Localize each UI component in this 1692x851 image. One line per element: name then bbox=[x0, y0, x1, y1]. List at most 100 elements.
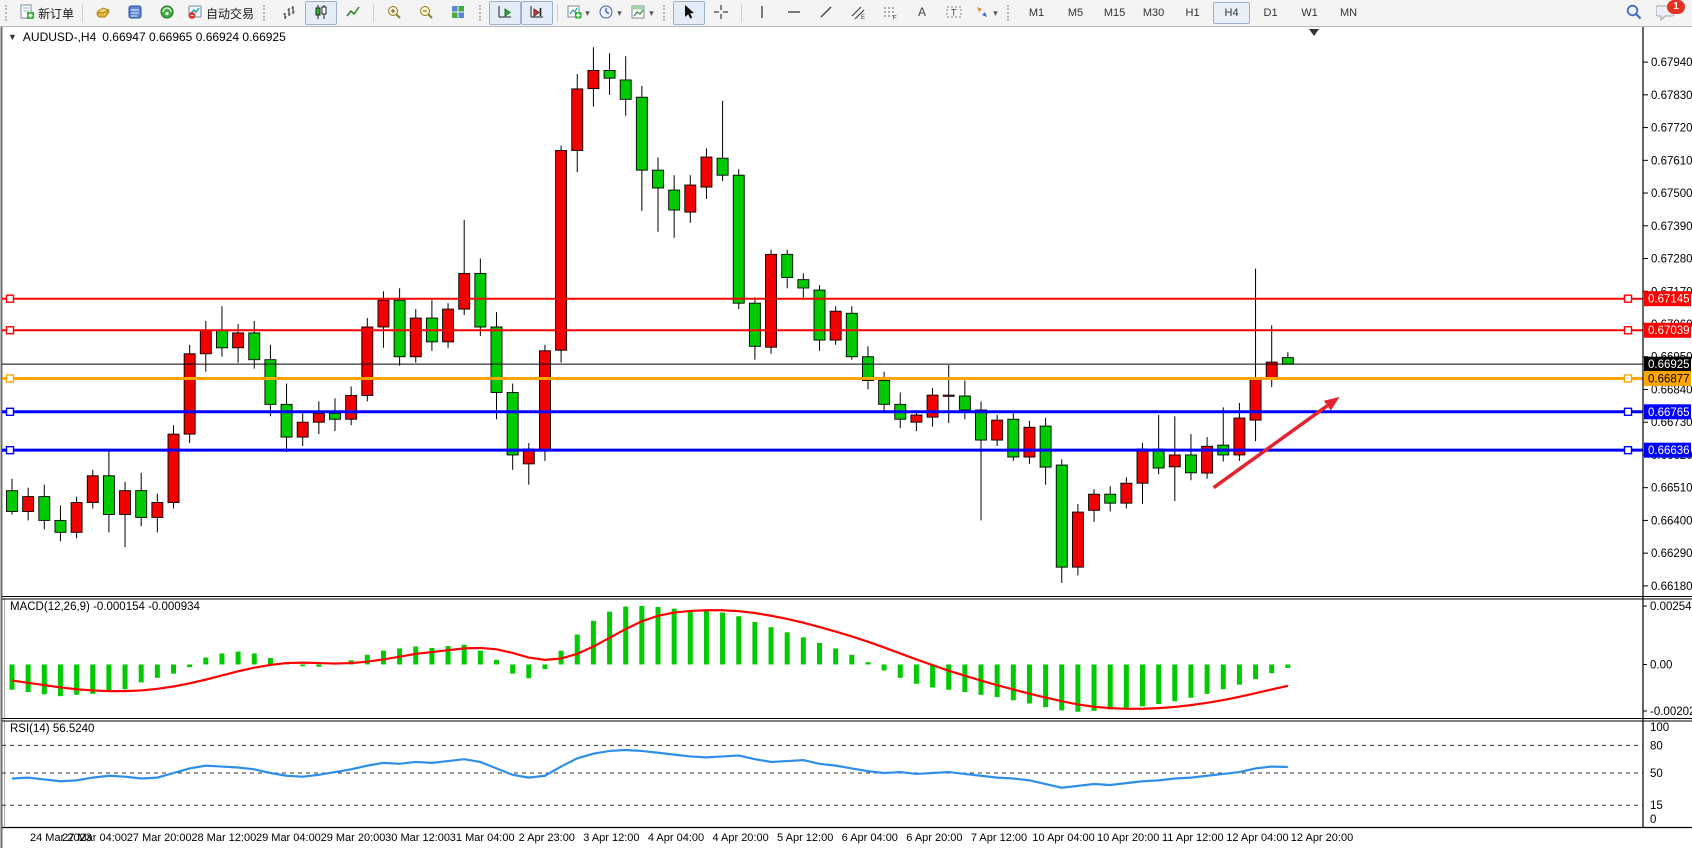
date-axis-label: 7 Apr 12:00 bbox=[971, 832, 1027, 844]
date-axis-label: 12 Apr 20:00 bbox=[1291, 832, 1353, 844]
auto-scroll-button[interactable] bbox=[489, 1, 522, 25]
price-badge bbox=[1644, 291, 1691, 307]
rsi-line bbox=[11, 748, 1288, 789]
line-handle-icon[interactable] bbox=[5, 326, 15, 335]
timeframe-button-m1[interactable]: M1 bbox=[1028, 7, 1045, 19]
line-handle-icon[interactable] bbox=[1623, 445, 1633, 455]
line-handle-icon[interactable] bbox=[5, 407, 15, 416]
date-axis-label: 2 Apr 23:00 bbox=[519, 832, 575, 844]
line-handle-icon[interactable] bbox=[5, 445, 15, 455]
notifications-button[interactable]: 1 bbox=[1650, 0, 1685, 25]
autotrading-icon bbox=[187, 4, 203, 23]
data-window-icon bbox=[127, 4, 143, 23]
zoom-out-button[interactable] bbox=[410, 1, 442, 25]
horizontal-line-button[interactable] bbox=[778, 1, 810, 25]
line-handle-icon[interactable] bbox=[1623, 407, 1633, 416]
date-axis-label: 11 Apr 12:00 bbox=[1162, 832, 1224, 844]
rsi-axis-label: 100 bbox=[1650, 722, 1669, 734]
crosshair-button[interactable] bbox=[705, 1, 737, 25]
date-axis-label: 3 Apr 12:00 bbox=[583, 832, 639, 844]
symbol-expand-icon[interactable]: ▼ bbox=[8, 32, 17, 42]
line-handle-icon[interactable] bbox=[5, 374, 15, 383]
line-handle-icon[interactable] bbox=[1623, 294, 1633, 303]
date-axis-label: 12 Apr 04:00 bbox=[1226, 832, 1288, 844]
price-badge bbox=[1644, 356, 1691, 372]
vertical-line-icon bbox=[755, 4, 769, 23]
autotrading-button[interactable]: 自动交易 bbox=[183, 1, 258, 25]
price-tick-label: 0.66510 bbox=[1651, 483, 1692, 495]
svg-text:A: A bbox=[918, 5, 926, 19]
line-handle-icon[interactable] bbox=[5, 294, 15, 303]
dropdown-caret-icon: ▾ bbox=[617, 7, 622, 18]
search-icon bbox=[1625, 3, 1643, 24]
bar-chart-button[interactable] bbox=[273, 1, 305, 25]
price-badge-label: 0.66925 bbox=[1648, 359, 1690, 371]
templates-dropdown-button[interactable]: ▾ bbox=[626, 1, 658, 25]
search-button[interactable] bbox=[1618, 1, 1650, 25]
timeframe-button-d1[interactable]: D1 bbox=[1263, 7, 1278, 19]
dropdown-caret-icon: ▾ bbox=[993, 7, 998, 18]
toolbar-grip bbox=[263, 5, 270, 21]
trendline-button[interactable] bbox=[810, 1, 842, 25]
timeframe-button-h4[interactable]: H4 bbox=[1213, 2, 1251, 24]
timeframe-button-w1[interactable]: W1 bbox=[1301, 7, 1318, 19]
trend-arrow[interactable] bbox=[1212, 404, 1329, 490]
price-badge bbox=[1644, 404, 1691, 420]
candles bbox=[6, 47, 1294, 583]
svg-text:E: E bbox=[861, 15, 865, 20]
line-chart-button[interactable] bbox=[337, 1, 369, 25]
price-tick-label: 0.67940 bbox=[1651, 57, 1692, 69]
price-tick-label: 0.66180 bbox=[1651, 581, 1692, 593]
timeframe-buttons: M1 M5 M15 M30 H1 H4 D1 W1 MN bbox=[1017, 2, 1368, 24]
equidistant-channel-button[interactable]: E bbox=[842, 1, 874, 25]
new-order-button[interactable]: 新订单 bbox=[15, 1, 78, 25]
date-axis-label: 28 Mar 12:00 bbox=[191, 832, 256, 844]
line-handle-icon[interactable] bbox=[1623, 326, 1633, 335]
market-watch-button[interactable] bbox=[87, 1, 119, 25]
price-badge-label: 0.66765 bbox=[1648, 407, 1690, 419]
date-axis-label: 31 Mar 04:00 bbox=[450, 832, 515, 844]
timeframe-button-m30[interactable]: M30 bbox=[1142, 7, 1165, 19]
line-chart-icon bbox=[345, 4, 361, 23]
tile-windows-button[interactable] bbox=[442, 1, 474, 25]
price-tick-label: 0.67830 bbox=[1651, 90, 1692, 102]
data-window-button[interactable] bbox=[119, 1, 151, 25]
navigator-button[interactable] bbox=[151, 1, 183, 25]
toolbar-grip bbox=[663, 5, 670, 21]
date-axis-label: 27 Mar 20:00 bbox=[127, 832, 192, 844]
macd-indicator-name: MACD(12,26,9) bbox=[10, 601, 90, 613]
line-handle-icon[interactable] bbox=[1623, 374, 1633, 383]
timeframe-button-m5[interactable]: M5 bbox=[1067, 7, 1084, 19]
macd-indicator-values: -0.000154 -0.000934 bbox=[93, 601, 200, 613]
chart-shift-marker-icon[interactable] bbox=[1309, 29, 1319, 36]
arrows-dropdown-button[interactable]: ▾ bbox=[970, 1, 1002, 25]
zoom-in-button[interactable] bbox=[378, 1, 410, 25]
navigator-icon bbox=[159, 4, 175, 23]
rsi-axis-label: 50 bbox=[1650, 768, 1663, 780]
timeframe-button-m15[interactable]: M15 bbox=[1103, 7, 1126, 19]
timeframes-dropdown-button[interactable]: ▾ bbox=[594, 1, 626, 25]
toolbar-separator bbox=[373, 4, 375, 22]
candlestick-chart-button[interactable] bbox=[305, 1, 338, 25]
text-label-button[interactable]: T bbox=[938, 1, 970, 25]
auto-scroll-icon bbox=[497, 4, 513, 23]
toolbar-grip bbox=[1007, 5, 1014, 21]
timeframe-button-h1[interactable]: H1 bbox=[1185, 7, 1200, 19]
clock-icon bbox=[598, 4, 614, 23]
price-tick-label: 0.67390 bbox=[1651, 221, 1692, 233]
cursor-button[interactable] bbox=[673, 1, 706, 25]
price-badge bbox=[1644, 442, 1691, 458]
crosshair-icon bbox=[713, 4, 729, 23]
price-tick-label: 0.67720 bbox=[1651, 123, 1692, 135]
text-button[interactable]: A bbox=[906, 1, 938, 25]
timeframe-button-mn[interactable]: MN bbox=[1339, 7, 1358, 19]
fibonacci-button[interactable]: F bbox=[874, 1, 906, 25]
macd-pane-label: MACD(12,26,9) -0.000154 -0.000934 bbox=[10, 601, 200, 613]
tile-windows-icon bbox=[450, 4, 466, 23]
vertical-line-button[interactable] bbox=[746, 1, 778, 25]
rsi-axis-label: 0 bbox=[1650, 814, 1656, 826]
toolbar-separator bbox=[741, 4, 743, 22]
new-chart-button[interactable]: ▾ bbox=[562, 1, 594, 25]
chart-shift-button[interactable] bbox=[521, 1, 554, 25]
